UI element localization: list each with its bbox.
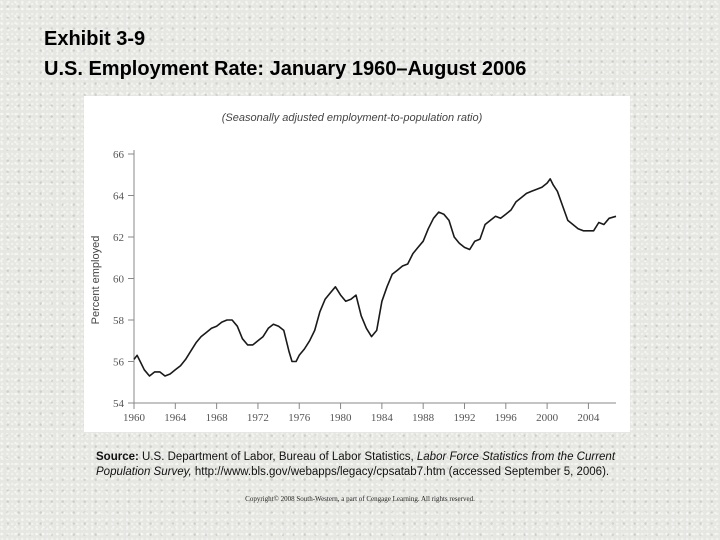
y-tick-label: 64 bbox=[113, 191, 125, 203]
chart-panel: (Seasonally adjusted employment-to-popul… bbox=[84, 96, 630, 432]
x-tick-label: 1972 bbox=[247, 412, 269, 424]
y-tick-label: 60 bbox=[113, 274, 125, 286]
source-label: Source: bbox=[96, 451, 139, 463]
chart-title: U.S. Employment Rate: January 1960–Augus… bbox=[44, 58, 527, 80]
x-tick-label: 1964 bbox=[164, 412, 187, 424]
y-tick-label: 58 bbox=[113, 315, 125, 327]
x-tick-label: 1968 bbox=[206, 412, 229, 424]
x-tick-label: 2004 bbox=[577, 412, 600, 424]
y-tick-label: 62 bbox=[113, 232, 124, 244]
employment-rate-chart: (Seasonally adjusted employment-to-popul… bbox=[90, 112, 617, 424]
x-tick-label: 1984 bbox=[371, 412, 394, 424]
source-note: Source: U.S. Department of Labor, Bureau… bbox=[96, 450, 656, 480]
exhibit-number: Exhibit 3-9 bbox=[44, 28, 146, 50]
x-tick-label: 1992 bbox=[453, 412, 475, 424]
employment-rate-line bbox=[133, 178, 617, 377]
copyright-notice: Copyright© 2008 South-Western, a part of… bbox=[245, 495, 475, 503]
x-tick-label: 1976 bbox=[288, 412, 311, 424]
source-text-part1: U.S. Department of Labor, Bureau of Labo… bbox=[138, 451, 417, 463]
source-text-part2: http://www.bls.gov/webapps/legacy/cpsata… bbox=[191, 466, 610, 478]
x-tick-label: 1980 bbox=[330, 412, 353, 424]
source-publication-title: Labor Force Statistics from the Current … bbox=[96, 451, 616, 478]
y-tick-label: 56 bbox=[113, 357, 125, 369]
y-tick-label: 66 bbox=[113, 149, 125, 161]
chart-subtitle: (Seasonally adjusted employment-to-popul… bbox=[222, 112, 483, 124]
x-tick-label: 1988 bbox=[412, 412, 435, 424]
x-tick-label: 1960 bbox=[123, 412, 146, 424]
y-axis-label: Percent employed bbox=[90, 236, 102, 325]
y-tick-label: 54 bbox=[113, 398, 125, 410]
axes: 54 56 58 60 62 64 66 1960 1964 1968 1972 1976 1980 19… bbox=[113, 149, 616, 424]
x-tick-label: 2000 bbox=[536, 412, 559, 424]
x-tick-label: 1996 bbox=[495, 412, 518, 424]
